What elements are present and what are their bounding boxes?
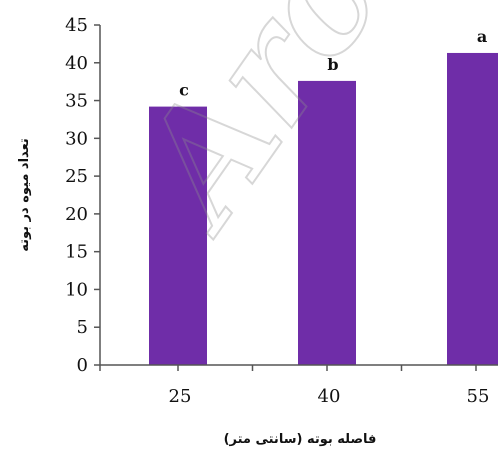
significance-letter: a	[477, 27, 487, 46]
y-axis-ticks: 0 5 10 15 20 25 30 35 40 45	[65, 15, 100, 376]
x-axis-title: فاصله بوته (سانتی متر)	[224, 432, 377, 447]
significance-letter: c	[179, 81, 189, 100]
y-tick-label: 0	[77, 355, 88, 376]
y-tick-label: 35	[65, 91, 88, 112]
bars-layer: c b a	[149, 27, 498, 366]
x-tick-label: 25	[169, 386, 192, 407]
y-tick-label: 40	[65, 53, 88, 74]
x-tick-label: 55	[467, 386, 490, 407]
bar-55	[447, 52, 498, 365]
bar-40	[298, 80, 356, 366]
watermark: Arc	[98, 0, 414, 260]
y-tick-label: 5	[77, 317, 88, 338]
y-axis-title: تعداد میوه در بوته	[17, 138, 32, 252]
y-tick-label: 45	[65, 15, 88, 36]
y-tick-label: 15	[65, 242, 88, 263]
significance-letter: b	[327, 55, 338, 74]
x-axis-ticks: 25 40 55	[99, 365, 490, 407]
y-tick-label: 25	[65, 166, 88, 187]
y-tick-label: 10	[65, 279, 88, 300]
bar-25	[149, 106, 207, 365]
y-tick-label: 30	[65, 128, 88, 149]
x-tick-label: 40	[318, 386, 341, 407]
y-tick-label: 20	[65, 204, 88, 225]
